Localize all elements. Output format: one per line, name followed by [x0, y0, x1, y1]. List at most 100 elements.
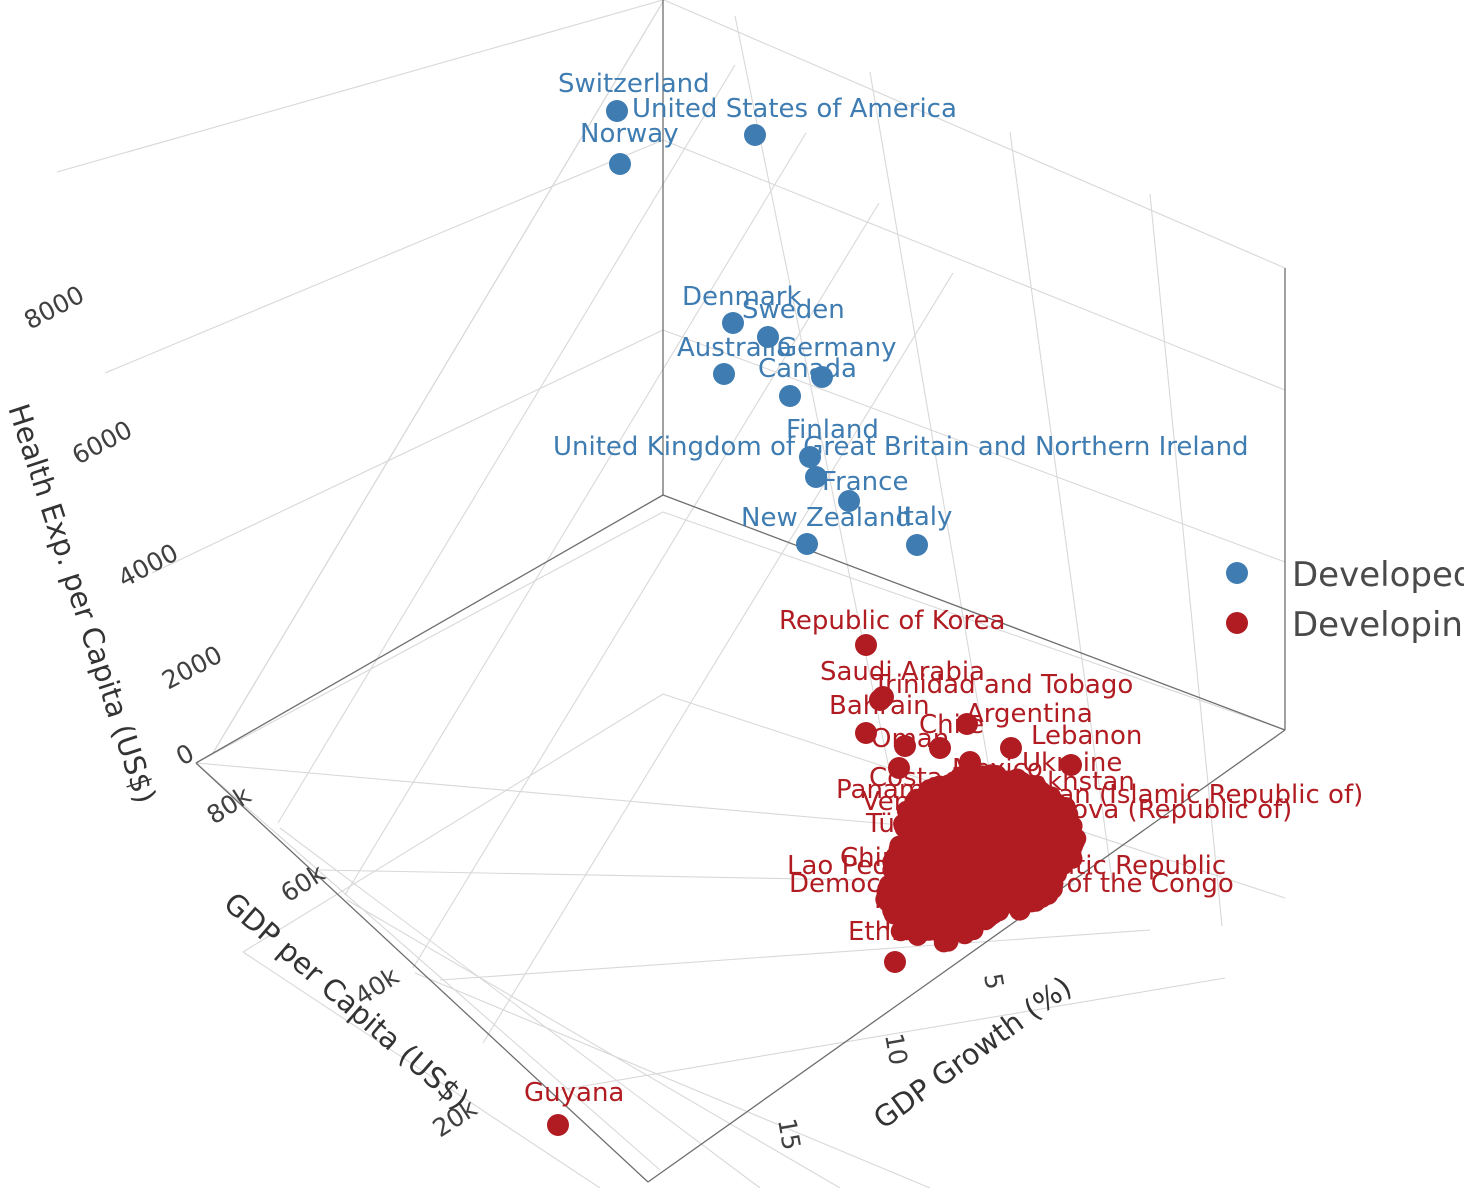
data-point[interactable] — [894, 735, 916, 757]
data-point[interactable] — [919, 877, 941, 899]
data-point-label: China — [840, 843, 914, 873]
data-point[interactable] — [1062, 848, 1083, 869]
data-point[interactable] — [744, 124, 766, 146]
data-point-label: Canada — [758, 354, 857, 384]
data-point[interactable] — [999, 782, 1021, 804]
data-point[interactable] — [1000, 737, 1022, 759]
data-point[interactable] — [906, 534, 928, 556]
data-point-label: Ethiopia — [848, 917, 954, 947]
data-point[interactable] — [855, 634, 877, 656]
data-point-label: Italy — [896, 502, 952, 532]
data-point-label: Switzerland — [558, 69, 710, 99]
data-point-label: Finland — [786, 415, 879, 445]
z-tick-label: 0 — [171, 738, 199, 771]
data-point[interactable] — [944, 789, 966, 811]
data-point[interactable] — [757, 326, 779, 348]
data-point[interactable] — [1028, 826, 1049, 847]
data-point-label: Rwanda — [874, 885, 978, 915]
data-point-label: Bahrain — [829, 691, 930, 721]
data-point[interactable] — [869, 689, 891, 711]
data-point-label: Argentina — [966, 699, 1093, 729]
data-point[interactable] — [547, 1114, 569, 1136]
data-point[interactable] — [914, 919, 936, 941]
legend-marker-developed — [1226, 562, 1248, 584]
data-point[interactable] — [973, 832, 993, 853]
data-point[interactable] — [878, 875, 899, 895]
data-point-label: United States of America — [632, 94, 957, 124]
data-point[interactable] — [933, 851, 954, 872]
data-point[interactable] — [722, 312, 744, 334]
data-point[interactable] — [919, 815, 941, 837]
data-point[interactable] — [964, 784, 985, 805]
data-point[interactable] — [713, 363, 735, 385]
data-point[interactable] — [907, 851, 929, 873]
data-point[interactable] — [811, 366, 833, 388]
legend-label-developed[interactable]: Developed — [1292, 555, 1464, 595]
data-point[interactable] — [933, 922, 954, 943]
floor-grid — [195, 762, 1226, 1188]
data-point[interactable] — [959, 751, 981, 773]
data-point[interactable] — [1034, 789, 1056, 811]
data-point[interactable] — [799, 446, 821, 468]
data-point[interactable] — [969, 905, 990, 925]
right-wall-grid — [662, 0, 1286, 927]
data-point[interactable] — [993, 816, 1014, 837]
data-point-label: Oman — [871, 724, 949, 754]
y-tick-label: 60k — [275, 858, 330, 908]
data-point[interactable] — [606, 100, 628, 122]
x-tick-label: 10 — [879, 1031, 913, 1067]
data-point-label: Kazakhstan — [985, 767, 1135, 797]
data-point[interactable] — [884, 951, 906, 973]
data-point-label: Lao People's Democratic Republic — [787, 851, 1226, 881]
z-tick-label: 8000 — [19, 280, 89, 335]
data-point-label: United Kingdom of Great Britain and Nort… — [553, 432, 1249, 462]
data-point[interactable] — [1034, 841, 1054, 862]
data-point[interactable] — [917, 901, 938, 922]
data-point-label: India — [884, 907, 948, 937]
data-point[interactable] — [796, 533, 818, 555]
data-point[interactable] — [855, 722, 877, 744]
data-point-label: France — [822, 467, 908, 497]
data-point-label: Moldova (Republic of) — [1010, 795, 1292, 825]
x-tick-label: 5 — [978, 971, 1009, 992]
data-point[interactable] — [883, 904, 904, 925]
data-point-label: Democratic Republic of the Congo — [789, 869, 1234, 899]
data-point[interactable] — [1036, 884, 1057, 905]
axis-pane-edges — [195, 0, 1286, 1183]
data-point-label: Mexico — [952, 754, 1043, 784]
legend-label-developing[interactable]: Developing — [1292, 605, 1464, 645]
data-point[interactable] — [805, 466, 827, 488]
data-point[interactable] — [779, 385, 801, 407]
data-point[interactable] — [899, 894, 921, 916]
data-point[interactable] — [890, 921, 911, 942]
data-point-label: Guyana — [524, 1078, 624, 1108]
data-point[interactable] — [919, 779, 941, 801]
data-point-label: Sweden — [742, 295, 845, 325]
data-point-label: Republic of Korea — [779, 606, 1005, 636]
data-point[interactable] — [987, 841, 1008, 862]
data-point[interactable] — [1017, 801, 1039, 823]
data-point[interactable] — [1012, 882, 1033, 902]
data-point-label: Ukraine — [1022, 748, 1122, 778]
x-axis-ticks: 5 10 15 — [772, 971, 1009, 1152]
data-point-label: Saudi Arabia — [820, 657, 985, 687]
data-point[interactable] — [956, 713, 978, 735]
data-point[interactable] — [838, 490, 860, 512]
x-tick-label: 15 — [772, 1116, 806, 1152]
z-tick-label: 4000 — [113, 538, 183, 593]
data-point[interactable] — [954, 864, 975, 884]
data-point[interactable] — [894, 869, 916, 891]
data-point[interactable] — [609, 153, 631, 175]
data-point[interactable] — [888, 757, 910, 779]
data-point-label: Venezuela — [862, 787, 996, 817]
data-point[interactable] — [929, 737, 951, 759]
data-point[interactable] — [1013, 836, 1034, 857]
data-point[interactable] — [941, 808, 962, 829]
data-point-label: Australia — [677, 333, 792, 363]
data-point[interactable] — [1060, 754, 1082, 776]
data-point-label: New Zealand — [741, 503, 912, 533]
